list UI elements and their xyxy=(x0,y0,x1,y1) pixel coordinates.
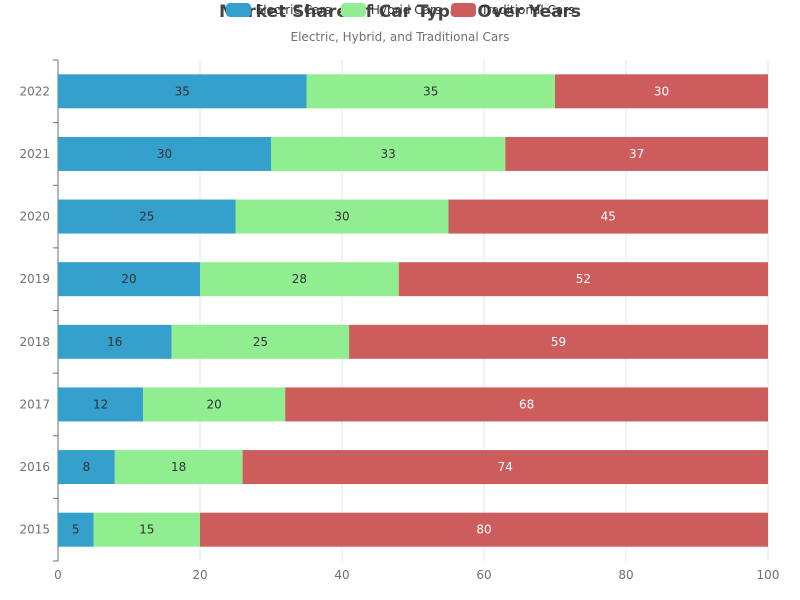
bar-electric-cars[interactable] xyxy=(58,387,144,422)
legend-swatch xyxy=(451,3,477,17)
data-label: 45 xyxy=(601,210,616,224)
bar-electric-cars[interactable] xyxy=(58,136,271,171)
data-label: 59 xyxy=(551,335,566,349)
bar-traditional-cars[interactable] xyxy=(200,512,768,547)
y-tick-label: 2017 xyxy=(19,397,50,411)
data-label: 52 xyxy=(576,272,591,286)
data-label: 35 xyxy=(175,84,190,98)
legend: Electric Cars Hybrid Cars Traditional Cars xyxy=(0,3,800,17)
bar-traditional-cars[interactable] xyxy=(349,324,768,359)
x-tick-label: 80 xyxy=(618,568,633,582)
x-tick-label: 0 xyxy=(54,568,62,582)
data-label: 37 xyxy=(629,147,644,161)
data-label: 5 xyxy=(72,523,80,537)
data-label: 68 xyxy=(519,397,534,411)
x-tick-label: 20 xyxy=(192,568,207,582)
data-label: 30 xyxy=(654,84,669,98)
bar-hybrid-cars[interactable] xyxy=(271,136,506,171)
legend-swatch xyxy=(340,3,366,17)
data-label: 8 xyxy=(83,460,91,474)
bar-electric-cars[interactable] xyxy=(58,324,172,359)
bar-electric-cars[interactable] xyxy=(58,512,94,547)
bar-hybrid-cars[interactable] xyxy=(306,74,556,109)
data-label: 20 xyxy=(121,272,136,286)
y-tick-label: 2021 xyxy=(19,147,50,161)
bar-traditional-cars[interactable] xyxy=(242,450,769,485)
data-label: 33 xyxy=(381,147,396,161)
data-label: 20 xyxy=(207,397,222,411)
chart-title: Market Share of Car Types Over Years xyxy=(218,2,582,22)
y-tick-label: 2018 xyxy=(19,335,50,349)
bar-electric-cars[interactable] xyxy=(58,199,236,234)
bar-hybrid-cars[interactable] xyxy=(200,262,399,297)
bar-electric-cars[interactable] xyxy=(58,262,200,297)
legend-item[interactable]: Electric Cars xyxy=(225,3,331,17)
data-label: 25 xyxy=(253,335,268,349)
x-tick-label: 100 xyxy=(757,568,780,582)
bar-traditional-cars[interactable] xyxy=(505,136,768,171)
legend-item[interactable]: Hybrid Cars xyxy=(340,3,442,17)
data-label: 12 xyxy=(93,397,108,411)
x-tick-label: 40 xyxy=(334,568,349,582)
y-tick-label: 2022 xyxy=(19,84,50,98)
bar-hybrid-cars[interactable] xyxy=(93,512,201,547)
data-label: 30 xyxy=(157,147,172,161)
bar-traditional-cars[interactable] xyxy=(398,262,768,297)
bar-hybrid-cars[interactable] xyxy=(114,450,243,485)
data-label: 35 xyxy=(423,84,438,98)
data-label: 30 xyxy=(334,210,349,224)
x-tick-label: 60 xyxy=(476,568,491,582)
bar-hybrid-cars[interactable] xyxy=(235,199,449,234)
data-label: 25 xyxy=(139,210,154,224)
legend-label: Traditional Cars xyxy=(481,3,575,17)
bar-traditional-cars[interactable] xyxy=(285,387,768,422)
bar-electric-cars[interactable] xyxy=(58,74,307,109)
data-label: 15 xyxy=(139,523,154,537)
bar-traditional-cars[interactable] xyxy=(555,74,768,109)
legend-label: Hybrid Cars xyxy=(370,3,442,17)
data-label: 28 xyxy=(292,272,307,286)
data-label: 74 xyxy=(498,460,513,474)
bar-hybrid-cars[interactable] xyxy=(171,324,350,359)
chart-subtitle: Electric, Hybrid, and Traditional Cars xyxy=(290,30,510,44)
data-label: 18 xyxy=(171,460,186,474)
legend-swatch xyxy=(225,3,251,17)
bar-hybrid-cars[interactable] xyxy=(143,387,286,422)
y-tick-label: 2019 xyxy=(19,272,50,286)
legend-label: Electric Cars xyxy=(255,3,331,17)
y-tick-label: 2020 xyxy=(19,210,50,224)
legend-item[interactable]: Traditional Cars xyxy=(451,3,574,17)
y-tick-label: 2015 xyxy=(19,523,50,537)
data-label: 16 xyxy=(107,335,122,349)
bar-traditional-cars[interactable] xyxy=(448,199,769,234)
y-tick-label: 2016 xyxy=(19,460,50,474)
data-label: 80 xyxy=(476,523,491,537)
bar-electric-cars[interactable] xyxy=(58,450,115,485)
